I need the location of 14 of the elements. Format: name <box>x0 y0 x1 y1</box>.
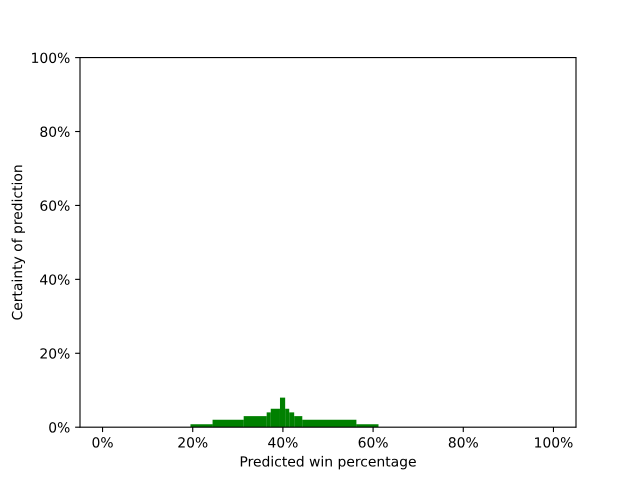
x-tick-label: 80% <box>448 437 478 448</box>
y-tick-label: 0% <box>49 422 70 433</box>
x-axis-title: Predicted win percentage <box>240 456 416 470</box>
x-tick-label: 20% <box>178 437 208 448</box>
y-tick-label: 60% <box>40 200 70 211</box>
x-tick-label: 0% <box>92 437 113 448</box>
x-tick-label: 40% <box>268 437 298 448</box>
y-axis-title: Certainty of prediction <box>12 166 26 320</box>
y-tick-label: 40% <box>40 274 70 285</box>
x-tick-label: 60% <box>358 437 388 448</box>
x-tick-label: 100% <box>535 437 573 448</box>
y-tick-label: 100% <box>32 52 70 64</box>
y-tick-label: 80% <box>40 126 70 137</box>
y-tick-label: 20% <box>40 348 70 359</box>
